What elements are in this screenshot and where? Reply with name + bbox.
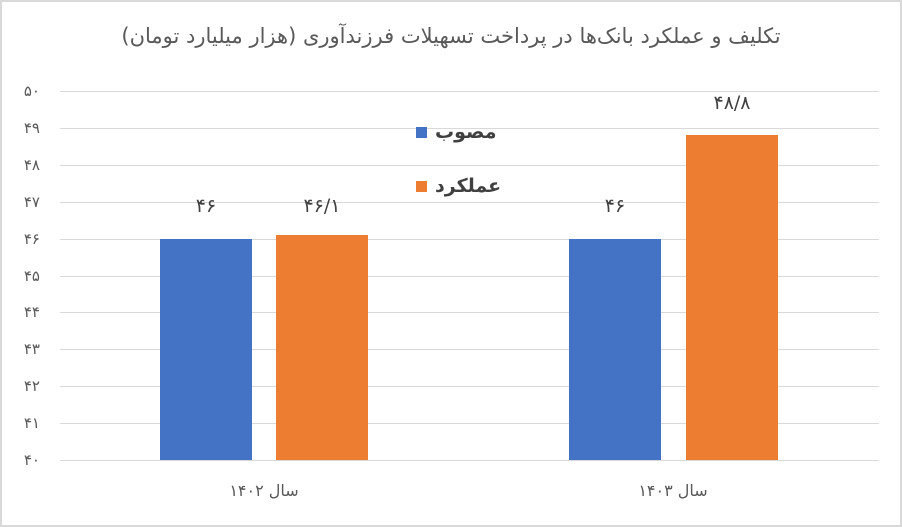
- gridline: [60, 386, 879, 387]
- y-axis-tick-label: ۴۵: [23, 267, 40, 285]
- bar-performance-1: [686, 135, 778, 460]
- y-axis-tick-label: ۴۲: [23, 377, 40, 395]
- y-axis-tick-label: ۵۰: [23, 82, 40, 100]
- gridline: [60, 239, 879, 240]
- legend-swatch-approved: [416, 126, 427, 138]
- y-axis-tick-label: ۴۱: [23, 414, 40, 432]
- y-axis-tick-label: ۴۳: [23, 340, 40, 358]
- gridline: [60, 128, 879, 129]
- legend-swatch-performance: [416, 180, 427, 192]
- gridline: [60, 312, 879, 313]
- gridline: [60, 165, 879, 166]
- data-label-performance-1402: ۴۶/۱: [303, 195, 341, 217]
- data-label-approved-1403: ۴۶: [604, 195, 626, 217]
- bar-approved-1: [569, 238, 661, 460]
- gridline: [60, 349, 879, 350]
- y-axis-tick-label: ۴۰: [23, 451, 40, 469]
- legend-label-performance: عملکرد: [435, 175, 502, 197]
- gridline: [60, 202, 879, 203]
- x-axis-label-1403: سال ۱۴۰۳: [638, 481, 708, 500]
- gridline: [60, 276, 879, 277]
- gridline: [60, 91, 879, 92]
- x-axis-label-1402: سال ۱۴۰۲: [229, 481, 299, 500]
- y-axis-tick-label: ۴۹: [23, 119, 40, 137]
- gridline: [60, 460, 879, 461]
- legend-item-approved: مصوب: [416, 121, 497, 143]
- chart-title: تکلیف و عملکرد بانک‌ها در پرداخت تسهیلات…: [121, 24, 781, 48]
- gridline: [60, 423, 879, 424]
- data-label-approved-1402: ۴۶: [195, 195, 217, 217]
- bar-performance-0: [276, 234, 368, 460]
- y-axis-tick-label: ۴۷: [23, 193, 40, 211]
- legend-item-performance: عملکرد: [416, 175, 501, 197]
- legend-label-approved: مصوب: [435, 121, 497, 143]
- y-axis-tick-label: ۴۶: [23, 230, 40, 248]
- bar-approved-0: [160, 238, 252, 460]
- y-axis-tick-label: ۴۴: [23, 303, 40, 321]
- data-label-performance-1403: ۴۸/۸: [713, 92, 751, 114]
- y-axis-tick-label: ۴۸: [23, 156, 40, 174]
